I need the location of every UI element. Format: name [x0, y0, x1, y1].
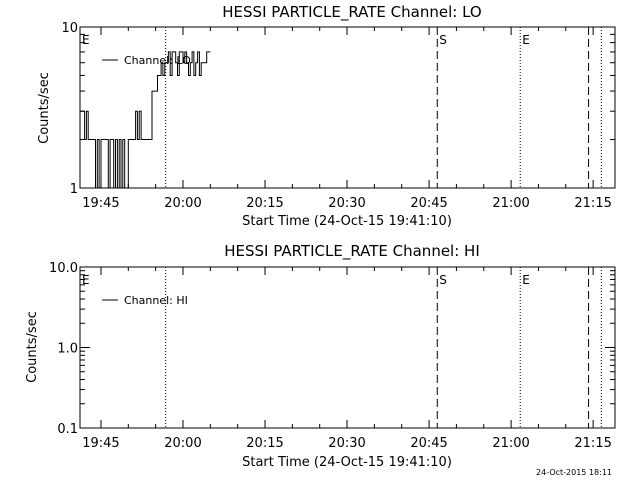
event-marker-label: S: [439, 273, 447, 287]
x-tick-label: 21:00: [492, 196, 529, 211]
y-axis-label-hi: Counts/sec: [25, 311, 40, 383]
y-tick-label: 10: [61, 21, 78, 36]
y-axis-label-lo: Counts/sec: [37, 72, 52, 144]
x-tick-label: 20:45: [410, 436, 447, 451]
y-tick-label: 1: [70, 182, 78, 197]
plot-frame: [79, 266, 616, 429]
x-axis-label-lo: Start Time (24-Oct-15 19:41:10): [242, 214, 452, 229]
chart-title-lo: HESSI PARTICLE_RATE Channel: LO: [222, 3, 481, 22]
legend-entry: Channel: HI: [124, 294, 188, 307]
y-tick-label: 1.0: [57, 342, 78, 357]
event-marker-label: E: [522, 273, 530, 287]
x-tick-label: 20:30: [328, 196, 365, 211]
x-tick-label: 19:45: [82, 436, 119, 451]
event-marker-label: E: [82, 273, 90, 287]
chart-title-hi: HESSI PARTICLE_RATE Channel: HI: [224, 242, 480, 261]
x-tick-label: 21:00: [492, 436, 529, 451]
lo-channel-panel: HESSI PARTICLE_RATE Channel: LO Counts/s…: [37, 3, 616, 229]
event-marker-label: S: [439, 33, 447, 47]
legend-entry: Channel: LO: [124, 54, 191, 67]
x-tick-label: 20:45: [410, 196, 447, 211]
x-tick-label: 20:15: [246, 196, 283, 211]
x-axis-label-hi: Start Time (24-Oct-15 19:41:10): [242, 455, 452, 470]
x-tick-label: 20:30: [328, 436, 365, 451]
x-tick-label: 21:15: [574, 436, 611, 451]
x-tick-label: 20:00: [164, 436, 201, 451]
event-marker-label: E: [522, 33, 530, 47]
plot-frame: [79, 26, 616, 189]
y-tick-label: 10.0: [49, 261, 78, 276]
y-tick-label: 0.1: [57, 422, 78, 437]
x-tick-label: 20:00: [164, 196, 201, 211]
footer-timestamp: 24-Oct-2015 18:11: [536, 468, 612, 477]
event-marker-label: E: [82, 33, 90, 47]
x-tick-label: 21:15: [574, 196, 611, 211]
x-tick-label: 19:45: [82, 196, 119, 211]
series-line-1: [80, 51, 211, 189]
hi-channel-panel: HESSI PARTICLE_RATE Channel: HI Counts/s…: [25, 242, 616, 470]
x-tick-label: 20:15: [246, 436, 283, 451]
